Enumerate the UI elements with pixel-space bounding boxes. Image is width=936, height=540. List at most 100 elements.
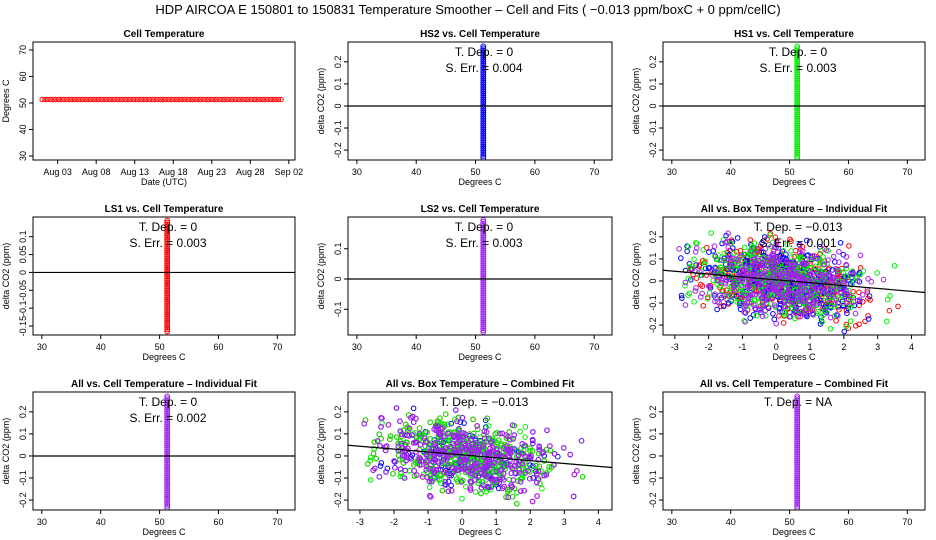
data-point	[164, 448, 171, 455]
data-point	[794, 469, 801, 475]
data-point	[164, 217, 171, 224]
data-point	[427, 419, 434, 426]
data-point	[480, 232, 487, 239]
data-point	[814, 270, 821, 277]
data-point	[267, 96, 274, 103]
data-point	[480, 86, 487, 93]
data-point	[868, 278, 875, 285]
data-point	[463, 484, 469, 490]
data-point	[522, 442, 529, 449]
data-point	[224, 96, 231, 103]
data-point	[39, 96, 45, 103]
data-point	[491, 476, 497, 483]
data-point	[794, 399, 801, 406]
data-point	[679, 295, 685, 301]
data-point	[731, 250, 737, 256]
y-axis-label: delta CO2 (ppm)	[316, 68, 326, 135]
data-point	[480, 103, 487, 110]
data-point	[480, 230, 487, 237]
data-point	[414, 472, 420, 478]
data-point	[98, 96, 105, 103]
data-point	[480, 313, 487, 320]
data-point	[742, 302, 749, 309]
data-point	[480, 153, 487, 159]
data-point	[480, 310, 487, 316]
data-point	[794, 401, 801, 407]
data-point	[508, 470, 515, 477]
data-point	[841, 328, 848, 335]
data-point	[376, 431, 383, 438]
data-point	[794, 136, 801, 142]
data-point	[518, 488, 524, 494]
data-point	[164, 487, 171, 494]
data-point	[797, 249, 803, 255]
data-point	[453, 407, 459, 413]
data-point	[539, 485, 545, 492]
plot-frame	[347, 216, 613, 336]
data-point	[467, 487, 474, 493]
data-point	[453, 476, 460, 483]
data-point	[794, 98, 801, 105]
data-point	[579, 474, 586, 480]
data-point	[403, 457, 409, 464]
data-point	[483, 429, 490, 435]
data-point	[480, 62, 487, 69]
data-point	[448, 420, 455, 427]
data-point	[794, 404, 801, 411]
x-tick-label: 30	[667, 167, 677, 177]
data-point	[480, 124, 487, 131]
data-point	[361, 421, 368, 427]
data-point	[173, 96, 180, 103]
data-point	[164, 463, 171, 470]
data-point	[794, 465, 801, 472]
data-point	[152, 96, 158, 103]
data-point	[164, 238, 171, 245]
data-point	[195, 96, 201, 103]
data-point	[424, 457, 430, 464]
data-point	[164, 414, 171, 421]
data-point	[164, 418, 171, 424]
data-point	[766, 275, 773, 281]
x-tick-label: 40	[96, 342, 106, 352]
data-point	[737, 248, 744, 254]
data-point	[480, 308, 487, 315]
data-point	[423, 438, 429, 445]
data-point	[164, 497, 171, 504]
data-point	[780, 248, 787, 254]
x-tick-label: -1	[424, 517, 432, 527]
data-point	[164, 266, 171, 273]
data-point	[387, 436, 393, 443]
data-point	[164, 446, 171, 453]
data-point	[494, 479, 500, 486]
data-point	[771, 302, 778, 308]
data-point	[759, 313, 766, 320]
data-point	[455, 467, 462, 473]
data-point	[164, 322, 171, 329]
data-point	[480, 71, 487, 78]
data-point	[835, 270, 841, 277]
data-point	[818, 248, 824, 254]
data-point	[179, 96, 185, 103]
data-point	[133, 96, 139, 103]
data-point	[794, 107, 801, 114]
data-point	[480, 304, 487, 311]
data-point	[490, 444, 496, 451]
data-point	[370, 467, 377, 474]
data-point	[684, 248, 690, 255]
data-point	[164, 467, 171, 473]
data-point	[825, 257, 831, 263]
data-point	[794, 115, 801, 121]
data-point	[171, 96, 177, 103]
data-point	[794, 137, 801, 144]
plot-frame	[32, 41, 296, 161]
data-point	[130, 96, 137, 103]
data-point	[717, 282, 724, 289]
data-point	[442, 411, 449, 418]
data-point	[480, 122, 487, 129]
y-tick-label: -0.1	[648, 120, 658, 136]
data-point	[402, 467, 409, 474]
data-point	[794, 429, 801, 436]
y-axis-label: Degrees C	[1, 79, 11, 123]
data-point	[262, 96, 268, 103]
